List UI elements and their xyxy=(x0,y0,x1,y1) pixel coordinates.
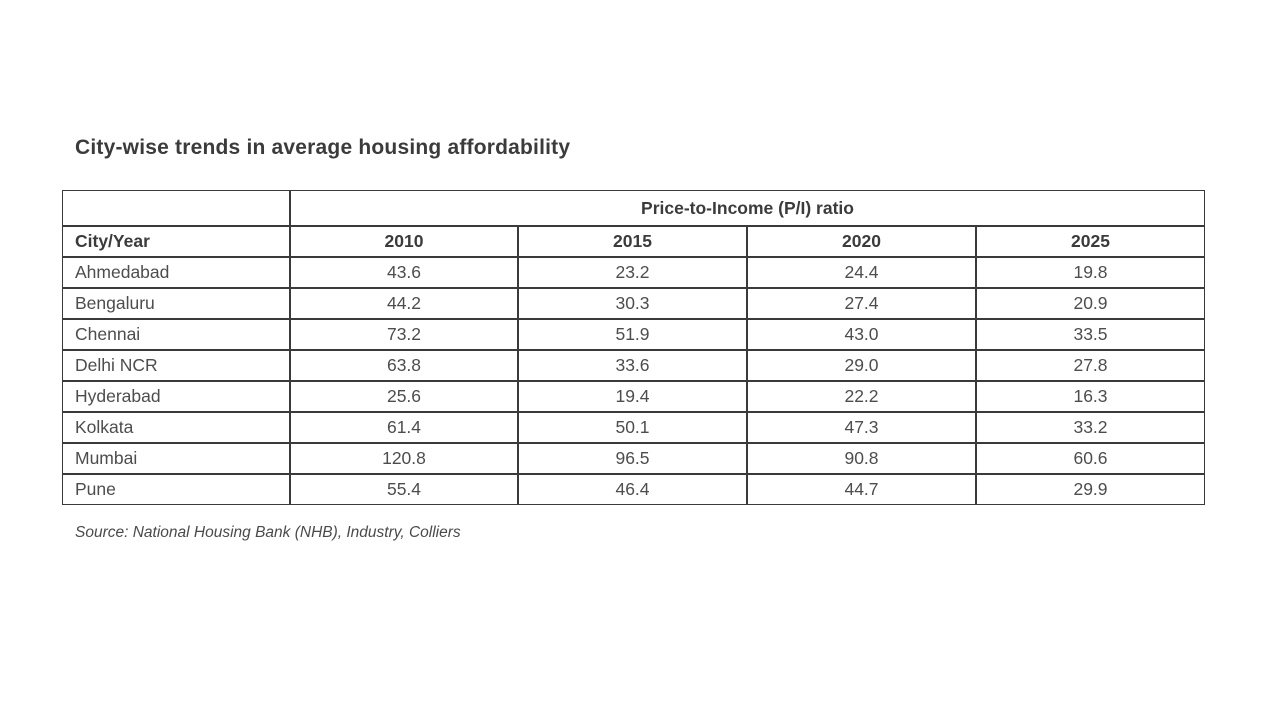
source-note: Source: National Housing Bank (NHB), Ind… xyxy=(75,524,461,541)
empty-corner-cell xyxy=(62,190,290,226)
value-cell: 46.4 xyxy=(518,474,747,505)
affordability-table: Price-to-Income (P/I) ratio City/Year 20… xyxy=(62,190,1206,505)
table-row-bengaluru: Bengaluru 44.2 30.3 27.4 20.9 xyxy=(62,288,1206,319)
value-cell: 47.3 xyxy=(747,412,976,443)
table-row-pune: Pune 55.4 46.4 44.7 29.9 xyxy=(62,474,1206,505)
value-cell: 30.3 xyxy=(518,288,747,319)
year-header-2025: 2025 xyxy=(976,226,1206,257)
table-row-delhi-ncr: Delhi NCR 63.8 33.6 29.0 27.8 xyxy=(62,350,1206,381)
table-row-kolkata: Kolkata 61.4 50.1 47.3 33.2 xyxy=(62,412,1206,443)
table-row-ahmedabad: Ahmedabad 43.6 23.2 24.4 19.8 xyxy=(62,257,1206,288)
value-cell: 63.8 xyxy=(290,350,518,381)
value-cell: 24.4 xyxy=(747,257,976,288)
table-row-mumbai: Mumbai 120.8 96.5 90.8 60.6 xyxy=(62,443,1206,474)
city-cell: Delhi NCR xyxy=(62,350,290,381)
value-cell: 22.2 xyxy=(747,381,976,412)
city-cell: Hyderabad xyxy=(62,381,290,412)
value-cell: 50.1 xyxy=(518,412,747,443)
value-cell: 44.7 xyxy=(747,474,976,505)
value-cell: 23.2 xyxy=(518,257,747,288)
city-cell: Pune xyxy=(62,474,290,505)
value-cell: 73.2 xyxy=(290,319,518,350)
value-cell: 55.4 xyxy=(290,474,518,505)
city-cell: Bengaluru xyxy=(62,288,290,319)
value-cell: 16.3 xyxy=(976,381,1206,412)
value-cell: 60.6 xyxy=(976,443,1206,474)
value-cell: 19.8 xyxy=(976,257,1206,288)
corner-header-cell: City/Year xyxy=(62,226,290,257)
table-header-row: City/Year 2010 2015 2020 2025 xyxy=(62,226,1206,257)
table-row-hyderabad: Hyderabad 25.6 19.4 22.2 16.3 xyxy=(62,381,1206,412)
value-cell: 20.9 xyxy=(976,288,1206,319)
page-title: City-wise trends in average housing affo… xyxy=(75,136,571,159)
value-cell: 29.9 xyxy=(976,474,1206,505)
group-header-cell: Price-to-Income (P/I) ratio xyxy=(290,190,1206,226)
value-cell: 61.4 xyxy=(290,412,518,443)
city-cell: Kolkata xyxy=(62,412,290,443)
value-cell: 29.0 xyxy=(747,350,976,381)
value-cell: 33.6 xyxy=(518,350,747,381)
value-cell: 44.2 xyxy=(290,288,518,319)
value-cell: 51.9 xyxy=(518,319,747,350)
value-cell: 27.8 xyxy=(976,350,1206,381)
year-header-2020: 2020 xyxy=(747,226,976,257)
value-cell: 33.2 xyxy=(976,412,1206,443)
city-cell: Ahmedabad xyxy=(62,257,290,288)
value-cell: 33.5 xyxy=(976,319,1206,350)
value-cell: 120.8 xyxy=(290,443,518,474)
value-cell: 27.4 xyxy=(747,288,976,319)
value-cell: 43.0 xyxy=(747,319,976,350)
table-row-chennai: Chennai 73.2 51.9 43.0 33.5 xyxy=(62,319,1206,350)
table-group-header-row: Price-to-Income (P/I) ratio xyxy=(62,190,1206,226)
city-cell: Mumbai xyxy=(62,443,290,474)
value-cell: 25.6 xyxy=(290,381,518,412)
value-cell: 90.8 xyxy=(747,443,976,474)
city-cell: Chennai xyxy=(62,319,290,350)
year-header-2010: 2010 xyxy=(290,226,518,257)
value-cell: 43.6 xyxy=(290,257,518,288)
value-cell: 96.5 xyxy=(518,443,747,474)
year-header-2015: 2015 xyxy=(518,226,747,257)
value-cell: 19.4 xyxy=(518,381,747,412)
